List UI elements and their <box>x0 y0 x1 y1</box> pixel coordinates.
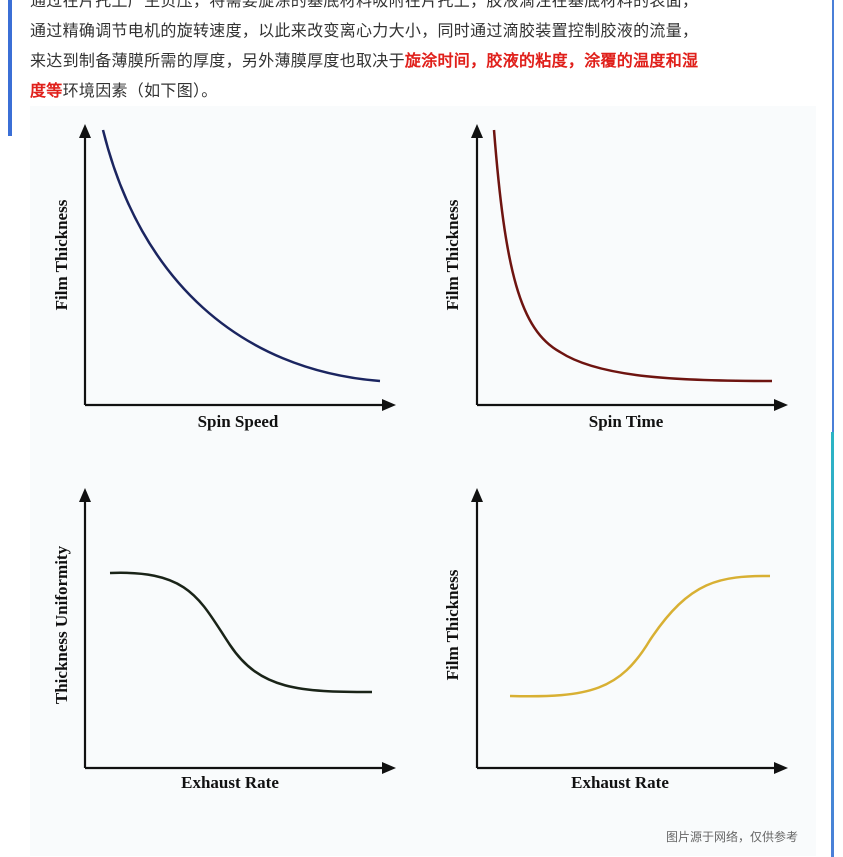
text-line: 度等环境因素（如下图）。 <box>30 76 830 106</box>
text-line: 通过在片托上产生负压，将需要旋涂的基底材料吸附在片托上，胶液滴注在基底材料的表面… <box>30 0 830 16</box>
axes <box>79 124 788 774</box>
curve <box>492 129 773 383</box>
curve <box>509 574 771 698</box>
text: 通过在片托上产生负压，将需要旋涂的基底材料吸附在片托上，胶液滴注在基底材料的表面… <box>30 0 699 10</box>
right-border <box>832 0 834 857</box>
x-axis-label: Spin Speed <box>198 412 279 431</box>
curve <box>101 129 381 383</box>
left-accent-bar <box>8 0 12 136</box>
x-axis-label: Spin Time <box>589 412 664 431</box>
y-axis-label: Film Thickness <box>443 569 462 680</box>
x-axis-label: Exhaust Rate <box>181 773 279 792</box>
text-line: 来达到制备薄膜所需的厚度，另外薄膜厚度也取决于旋涂时间，胶液的粘度，涂覆的温度和… <box>30 46 830 76</box>
scroll-accent <box>831 432 834 857</box>
paragraph: 通过在片托上产生负压，将需要旋涂的基底材料吸附在片托上，胶液滴注在基底材料的表面… <box>30 0 830 106</box>
text: 来达到制备薄膜所需的厚度，另外薄膜厚度也取决于 <box>30 51 405 70</box>
caption: 图片源于网络，仅供参考 <box>666 829 798 844</box>
x-axis-label: Exhaust Rate <box>571 773 669 792</box>
y-axis-label: Film Thickness <box>443 199 462 310</box>
highlighted-text: 旋涂时间，胶液的粘度，涂覆的温度和湿 <box>404 51 699 70</box>
text: 环境因素（如下图）。 <box>62 81 218 100</box>
text-line: 通过精确调节电机的旋转速度，以此来改变离心力大小，同时通过滴胶装置控制胶液的流量… <box>30 16 830 46</box>
y-axis-label: Thickness Uniformity <box>52 545 71 704</box>
axis-labels: Film Thickness Spin Speed Film Thickness Sp… <box>52 199 669 792</box>
curve <box>109 571 373 694</box>
highlighted-text: 度等 <box>30 81 63 100</box>
text: 通过精确调节电机的旋转速度，以此来改变离心力大小，同时通过滴胶装置控制胶液的流量… <box>30 21 699 40</box>
y-axis-label: Film Thickness <box>52 199 71 310</box>
figure-background <box>30 106 816 856</box>
